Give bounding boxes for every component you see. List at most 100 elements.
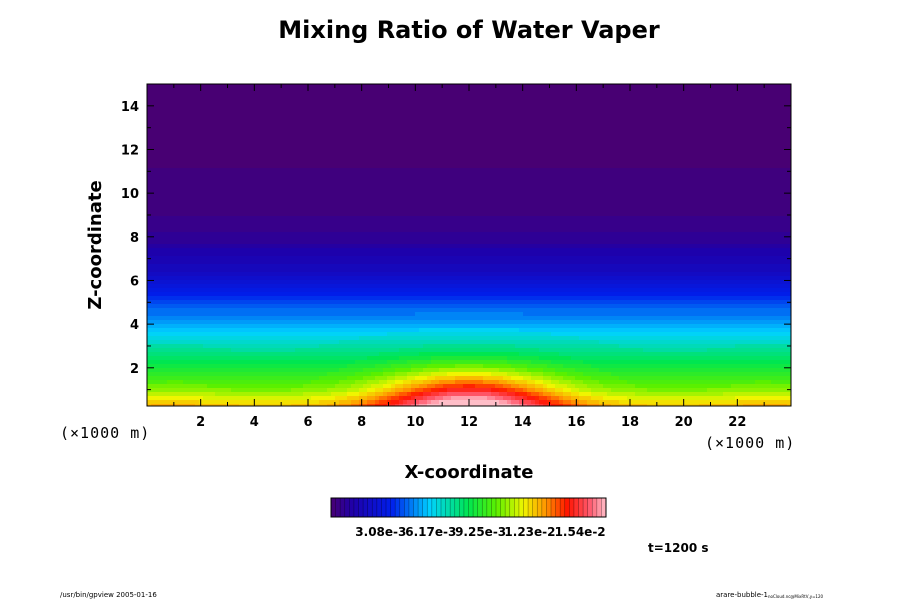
heatmap-cell bbox=[399, 120, 404, 125]
heatmap-cell bbox=[607, 180, 612, 185]
heatmap-cell bbox=[371, 188, 376, 193]
heatmap-cell bbox=[519, 168, 524, 173]
heatmap-cell bbox=[491, 152, 496, 157]
heatmap-cell bbox=[379, 104, 384, 109]
heatmap-cell bbox=[447, 104, 452, 109]
heatmap-cell bbox=[379, 152, 384, 157]
heatmap-cell bbox=[659, 192, 664, 197]
heatmap-cell bbox=[291, 180, 296, 185]
heatmap-cell bbox=[151, 168, 156, 173]
heatmap-cell bbox=[219, 88, 224, 93]
heatmap-cell bbox=[675, 96, 680, 101]
heatmap-cell bbox=[555, 164, 560, 169]
heatmap-cell bbox=[607, 144, 612, 149]
heatmap-cell bbox=[323, 188, 328, 193]
heatmap-cell bbox=[619, 140, 624, 145]
heatmap-cell bbox=[571, 96, 576, 101]
heatmap-cell bbox=[507, 136, 512, 141]
heatmap-cell bbox=[727, 160, 732, 165]
heatmap-cell bbox=[739, 132, 744, 137]
heatmap-cell bbox=[391, 112, 396, 117]
heatmap-cell bbox=[295, 120, 300, 125]
heatmap-cell bbox=[659, 164, 664, 169]
heatmap-cell bbox=[339, 96, 344, 101]
heatmap-cell bbox=[523, 136, 528, 141]
heatmap-cell bbox=[779, 104, 784, 109]
heatmap-cell bbox=[591, 112, 596, 117]
heatmap-cell bbox=[247, 116, 252, 121]
heatmap-cell bbox=[515, 188, 520, 193]
heatmap-cell bbox=[671, 92, 676, 97]
heatmap-cell bbox=[187, 152, 192, 157]
heatmap-cell bbox=[735, 176, 740, 181]
heatmap-cell bbox=[223, 164, 228, 169]
heatmap-cell bbox=[415, 188, 420, 193]
heatmap-cell bbox=[239, 136, 244, 141]
heatmap-cell bbox=[355, 104, 360, 109]
heatmap-cell bbox=[767, 168, 772, 173]
heatmap-cell bbox=[347, 136, 352, 141]
heatmap-cell bbox=[179, 92, 184, 97]
heatmap-cell bbox=[383, 168, 388, 173]
heatmap-cell bbox=[427, 180, 432, 185]
heatmap-cell bbox=[495, 152, 500, 157]
heatmap-cell bbox=[739, 84, 744, 89]
heatmap-cell bbox=[487, 164, 492, 169]
heatmap-cell bbox=[651, 144, 656, 149]
heatmap-cell bbox=[299, 116, 304, 121]
heatmap-cell bbox=[723, 92, 728, 97]
heatmap-cell bbox=[563, 116, 568, 121]
heatmap-cell bbox=[347, 88, 352, 93]
heatmap-cell bbox=[447, 188, 452, 193]
heatmap-cell bbox=[691, 108, 696, 113]
heatmap-cell bbox=[319, 108, 324, 113]
heatmap-cell bbox=[647, 144, 652, 149]
heatmap-cell bbox=[435, 180, 440, 185]
heatmap-cell bbox=[275, 156, 280, 161]
heatmap-cell bbox=[415, 184, 420, 189]
heatmap-cell bbox=[351, 100, 356, 105]
heatmap-cell bbox=[671, 152, 676, 157]
heatmap-cell bbox=[427, 164, 432, 169]
heatmap-cell bbox=[427, 192, 432, 197]
heatmap-cell bbox=[783, 84, 788, 89]
heatmap-cell bbox=[547, 188, 552, 193]
heatmap-cell bbox=[467, 128, 472, 133]
heatmap-cell bbox=[539, 120, 544, 125]
heatmap-cell bbox=[763, 144, 768, 149]
heatmap-cell bbox=[443, 124, 448, 129]
heatmap-cell bbox=[519, 136, 524, 141]
heatmap-cell bbox=[231, 96, 236, 101]
heatmap-cell bbox=[407, 204, 412, 209]
heatmap-cell bbox=[499, 180, 504, 185]
heatmap-cell bbox=[295, 112, 300, 117]
heatmap-cell bbox=[787, 128, 791, 133]
heatmap-cell bbox=[243, 196, 248, 201]
heatmap-cell bbox=[491, 120, 496, 125]
heatmap-cell bbox=[635, 196, 640, 201]
heatmap-cell bbox=[687, 176, 692, 181]
heatmap-cell bbox=[623, 152, 628, 157]
heatmap-cell bbox=[279, 132, 284, 137]
heatmap-cell bbox=[451, 112, 456, 117]
heatmap-cell bbox=[283, 192, 288, 197]
heatmap-cell bbox=[271, 200, 276, 205]
heatmap-cell bbox=[735, 156, 740, 161]
heatmap-cell bbox=[719, 200, 724, 205]
heatmap-cell bbox=[775, 180, 780, 185]
heatmap-cell bbox=[727, 140, 732, 145]
heatmap-cell bbox=[587, 124, 592, 129]
heatmap-cell bbox=[327, 164, 332, 169]
heatmap-cell bbox=[519, 84, 524, 89]
heatmap-cell bbox=[575, 100, 580, 105]
heatmap-cell bbox=[603, 160, 608, 165]
heatmap-cell bbox=[307, 200, 312, 205]
heatmap-cell bbox=[539, 200, 544, 205]
heatmap-cell bbox=[359, 144, 364, 149]
heatmap-cell bbox=[247, 96, 252, 101]
heatmap-cell bbox=[771, 84, 776, 89]
heatmap-cell bbox=[683, 132, 688, 137]
heatmap-cell bbox=[275, 92, 280, 97]
heatmap-cell bbox=[683, 116, 688, 121]
heatmap-cell bbox=[271, 160, 276, 165]
